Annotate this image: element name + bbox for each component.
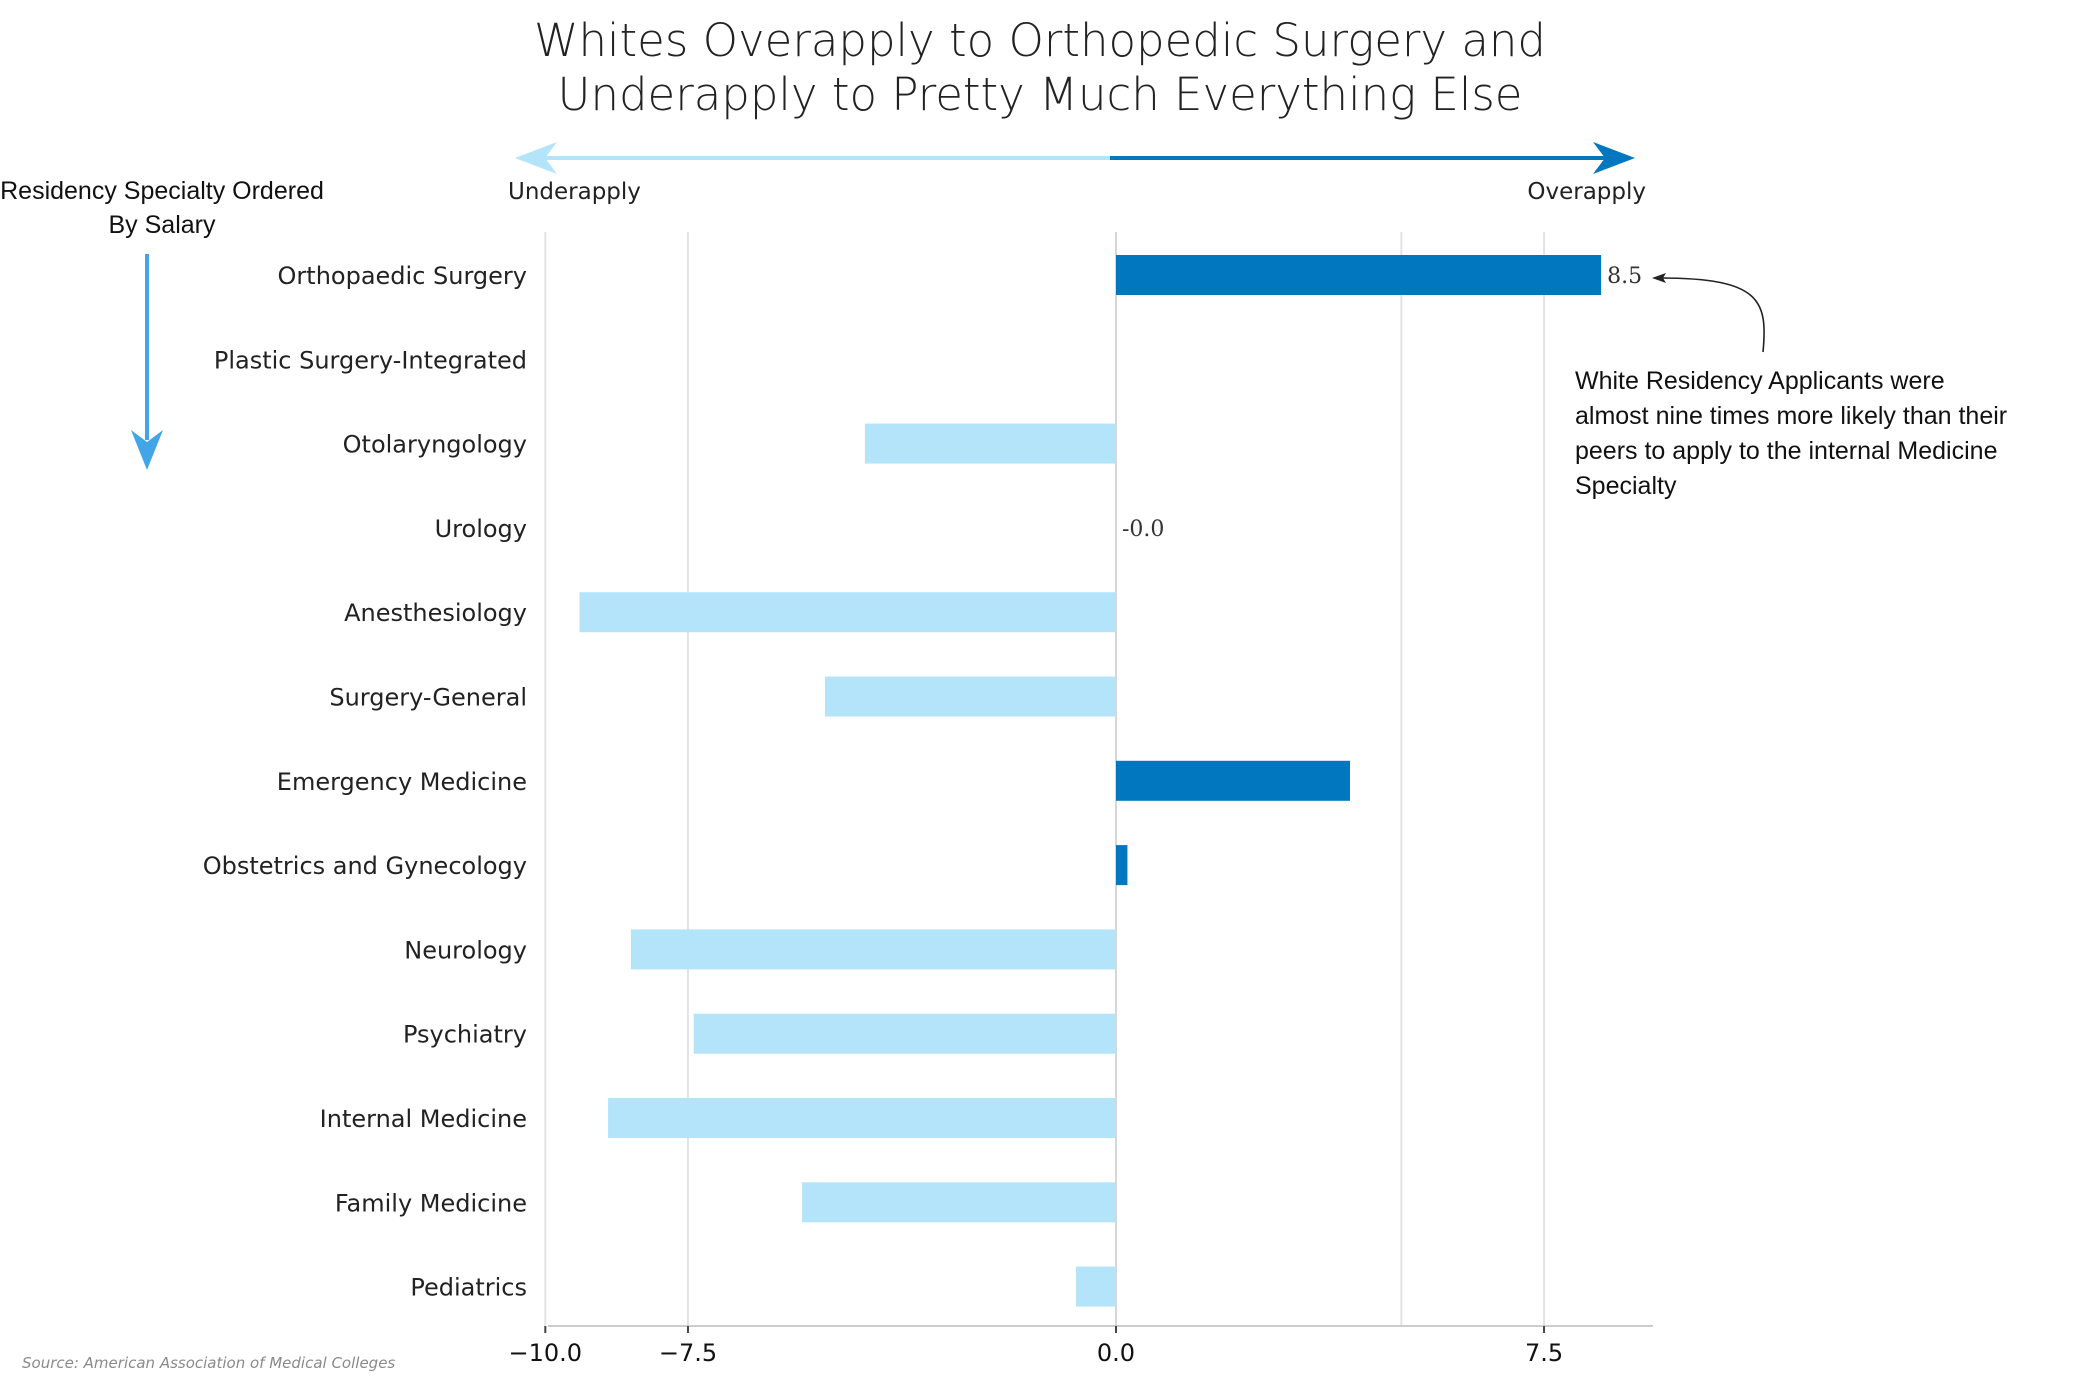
category-label: Neurology [404,936,527,964]
annotation-connector [1659,277,1765,353]
down-arrow-icon [131,430,163,470]
bar [579,592,1116,633]
category-label: Obstetrics and Gynecology [203,852,527,880]
x-tick-label: 0.0 [1097,1339,1135,1367]
order-label-line-2: By Salary [109,211,216,239]
bar [693,1013,1116,1054]
bars [579,255,1602,1307]
chart-title-line-2: Underapply to Pretty Much Everything Els… [558,68,1523,121]
bar [1116,845,1128,886]
category-label: Orthopaedic Surgery [278,262,527,290]
category-label: Anesthesiology [344,599,527,627]
bar [824,676,1116,717]
direction-arrow [515,142,1635,174]
source-note: Source: American Association of Medical … [22,1354,395,1372]
category-label: Family Medicine [335,1189,527,1217]
underapply-label: Underapply [508,179,641,205]
annotation: White Residency Applicants were almost ni… [1575,273,2007,500]
category-label: Psychiatry [403,1021,527,1049]
order-label-line-1: Residency Specialty Ordered [0,177,324,205]
annotation-line: White Residency Applicants were [1575,367,1945,395]
overapply-label: Overapply [1527,179,1646,205]
bar [630,929,1116,970]
category-label: Otolaryngology [343,431,527,459]
overapply-arrow-head-icon [1593,142,1635,174]
gridlines [544,232,1546,1326]
data-labels: 8.5 -0.0 [1122,264,1642,542]
category-labels: Orthopaedic Surgery Plastic Surgery-Integ… [203,262,527,1302]
data-label: -0.0 [1122,517,1164,542]
x-tick-label: −10.0 [509,1339,583,1367]
x-tick-label: −7.5 [659,1339,717,1367]
annotation-line: almost nine times more likely than their [1575,402,2007,430]
bar [608,1098,1116,1138]
x-tick-labels: −10.0 −7.5 0.0 7.5 [509,1326,1563,1367]
bar [802,1182,1116,1223]
category-label: Urology [435,515,527,543]
category-label: Internal Medicine [320,1105,527,1133]
annotation-line: Specialty [1575,472,1677,500]
annotation-text: White Residency Applicants were almost ni… [1575,367,2007,500]
annotation-arrow-icon [1652,273,1666,283]
category-label: Plastic Surgery-Integrated [214,346,527,374]
bar [864,423,1116,464]
category-label: Emergency Medicine [277,768,527,796]
bar [1116,255,1602,295]
bar [1076,1266,1116,1307]
chart-title-line-1: Whites Overapply to Orthopedic Surgery a… [534,14,1546,67]
category-label: Surgery-General [329,684,527,712]
category-label: Pediatrics [410,1274,527,1302]
order-arrow [131,254,163,470]
annotation-line: peers to apply to the internal Medicine [1575,437,1997,465]
bar [1116,760,1350,801]
underapply-arrow-head-icon [515,142,557,174]
data-label: 8.5 [1607,264,1642,289]
x-tick-label: 7.5 [1525,1339,1563,1367]
